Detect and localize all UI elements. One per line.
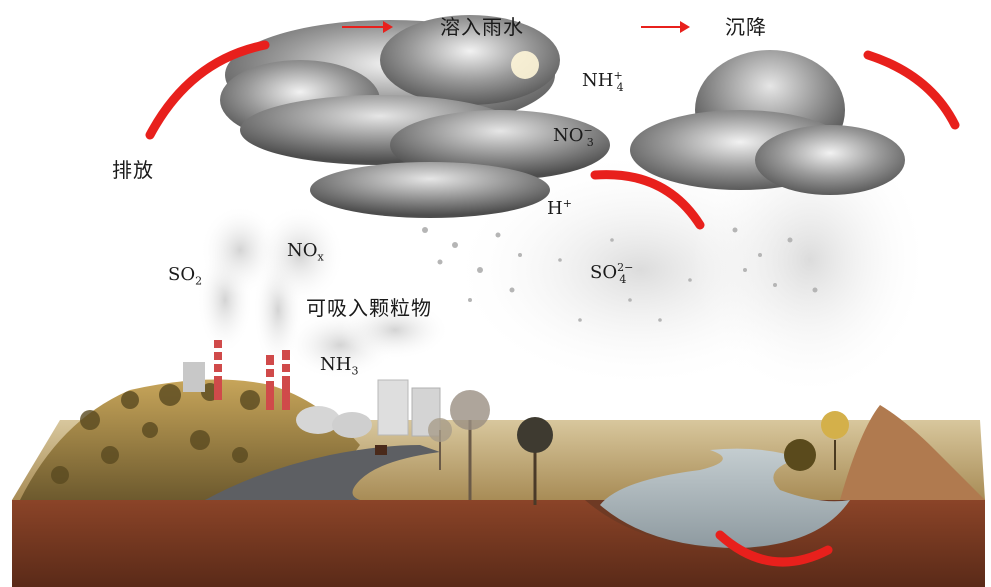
rain-cloud-right — [630, 50, 905, 195]
cycle-arrows — [145, 40, 960, 567]
rain-cloud-left — [220, 15, 610, 218]
deposit-label: 沉降 — [725, 15, 767, 39]
raindrops — [422, 227, 818, 322]
sun-glint — [511, 51, 539, 79]
hill-right — [840, 405, 985, 500]
factory — [183, 340, 441, 438]
nh4-label: NH+4 — [582, 69, 624, 94]
so2-label: SO2 — [168, 264, 203, 288]
smoke-plumes — [197, 205, 450, 380]
nh3-label: NH3 — [320, 354, 359, 378]
so4-label: SO2−4 — [590, 261, 634, 286]
dissolve-label: 溶入雨水 — [440, 15, 524, 39]
particles-label: 可吸入颗粒物 — [306, 296, 432, 320]
river — [600, 448, 850, 548]
emit-arrow — [145, 40, 270, 140]
seep-arc-arrow — [715, 530, 833, 567]
h-ion-label: H+ — [547, 197, 572, 219]
road — [205, 445, 440, 500]
emit-label: 排放 — [112, 158, 154, 182]
hill-trees — [51, 383, 260, 484]
no3-label: NO−3 — [553, 124, 594, 149]
deposit-arc-arrow — [863, 50, 960, 130]
car — [375, 445, 387, 455]
haze-right — [690, 120, 930, 400]
rain-arc-arrow — [590, 170, 705, 230]
right-trees — [784, 411, 849, 471]
field-trees — [428, 390, 553, 505]
nox-label: NOx — [287, 240, 324, 264]
flow-arrows — [342, 21, 690, 33]
